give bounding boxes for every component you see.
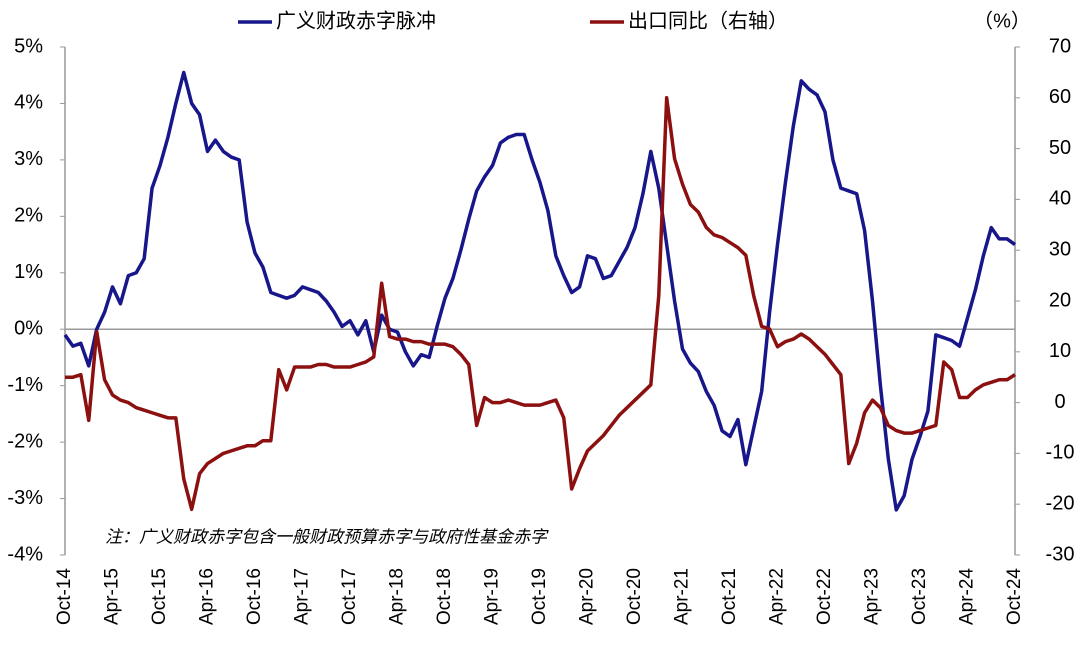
x-tick-label: Apr-23 [862, 568, 883, 625]
x-tick-label: Apr-24 [957, 568, 978, 625]
y2-tick-label: 50 [1049, 137, 1071, 159]
y-tick-label: 5% [14, 35, 43, 57]
y2-tick-label: 20 [1049, 289, 1071, 311]
y2-tick-label: 70 [1049, 35, 1071, 57]
x-tick-label: Oct-23 [909, 568, 930, 625]
y-tick-label: 4% [14, 92, 43, 114]
x-tick-label: Apr-15 [102, 568, 123, 625]
y-tick-label: 0% [14, 318, 43, 340]
x-tick-label: Apr-17 [292, 568, 313, 625]
y2-tick-label: 40 [1049, 188, 1071, 210]
x-tick-label: Oct-17 [339, 568, 360, 625]
line-series [63, 70, 1017, 512]
note: 注：广义财政赤字包含一般财政预算赤字与政府性基金赤字 [105, 527, 549, 546]
y-tick-label: -4% [7, 543, 43, 565]
x-tick-label: Oct-16 [244, 568, 265, 625]
y2-tick-label: 0 [1054, 391, 1065, 413]
x-tick-label: Oct-14 [54, 568, 75, 625]
y2-tick-label: 60 [1049, 86, 1071, 108]
x-tick-label: Oct-22 [814, 568, 835, 625]
y-tick-label: 2% [14, 205, 43, 227]
y-tick-label: -2% [7, 430, 43, 452]
x-tick-label: Apr-18 [387, 568, 408, 625]
y-tick-label: -3% [7, 487, 43, 509]
unit-label: （%） [973, 9, 1031, 32]
y-tick-label: -1% [7, 374, 43, 396]
y2-tick-label: 10 [1049, 340, 1071, 362]
x-tick-label: Apr-19 [482, 568, 503, 625]
x-tick-label: Apr-22 [767, 568, 788, 625]
legend-label: 出口同比（右轴） [628, 9, 788, 32]
line-series [65, 96, 1016, 512]
y2-tick-label: -10 [1046, 442, 1075, 464]
y2-tick-label: -30 [1046, 543, 1075, 565]
x-tick-label: Oct-15 [149, 568, 170, 625]
y-tick-label: 3% [14, 148, 43, 170]
legend-label: 广义财政赤字脉冲 [276, 9, 436, 32]
x-tick-label: Oct-20 [624, 568, 645, 625]
y2-tick-label: -20 [1046, 492, 1075, 514]
y-tick-label: 1% [14, 261, 43, 283]
x-tick-label: Oct-19 [529, 568, 550, 625]
y2-tick-label: 30 [1049, 238, 1071, 260]
x-tick-label: Oct-24 [1004, 568, 1025, 625]
x-tick-label: Oct-18 [434, 568, 455, 625]
x-tick-label: Oct-21 [719, 568, 740, 625]
x-tick-label: Apr-16 [197, 568, 218, 625]
x-tick-label: Apr-20 [577, 568, 598, 625]
x-tick-label: Apr-21 [672, 568, 693, 625]
